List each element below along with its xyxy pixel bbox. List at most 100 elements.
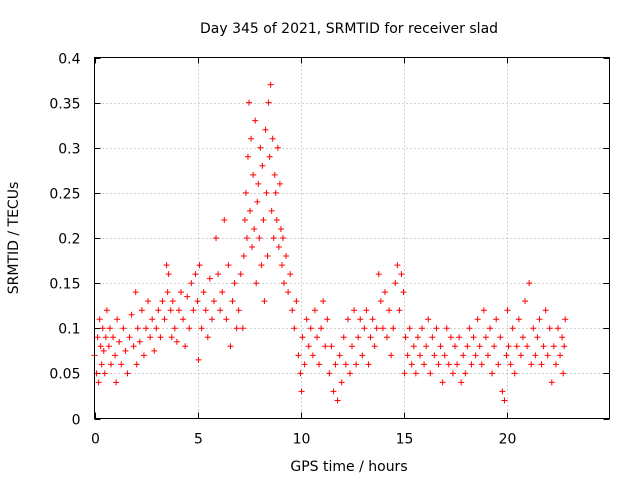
data-point bbox=[124, 370, 131, 377]
data-point bbox=[489, 370, 496, 377]
data-point bbox=[277, 225, 284, 232]
data-point bbox=[99, 325, 106, 332]
data-point bbox=[439, 379, 446, 386]
data-point bbox=[274, 144, 281, 151]
data-point bbox=[270, 235, 277, 241]
data-point bbox=[316, 361, 323, 368]
data-point bbox=[98, 361, 105, 368]
data-point bbox=[128, 311, 135, 318]
data-point bbox=[165, 271, 172, 278]
data-point bbox=[412, 370, 419, 377]
data-point bbox=[275, 244, 282, 251]
data-point bbox=[195, 356, 202, 363]
data-point bbox=[349, 343, 355, 350]
data-point bbox=[398, 271, 405, 278]
data-point bbox=[265, 99, 272, 106]
data-point bbox=[501, 397, 508, 404]
data-point bbox=[249, 244, 256, 251]
data-point bbox=[295, 352, 302, 359]
data-point bbox=[102, 334, 109, 341]
data-point bbox=[357, 316, 364, 323]
data-point bbox=[342, 361, 349, 368]
data-point bbox=[472, 352, 479, 359]
data-point bbox=[122, 347, 129, 354]
data-point bbox=[505, 343, 512, 350]
data-point bbox=[235, 307, 242, 314]
data-point bbox=[196, 262, 203, 269]
data-point bbox=[167, 307, 174, 314]
data-point bbox=[388, 352, 395, 359]
data-point bbox=[328, 343, 335, 350]
data-point bbox=[138, 307, 145, 314]
data-point bbox=[178, 289, 185, 296]
data-point bbox=[460, 352, 467, 359]
data-point bbox=[404, 352, 411, 359]
data-point bbox=[269, 135, 276, 142]
data-point bbox=[307, 325, 314, 332]
data-point bbox=[229, 298, 236, 305]
data-point bbox=[562, 316, 569, 323]
data-point bbox=[365, 361, 372, 368]
data-point bbox=[188, 280, 195, 287]
data-point bbox=[303, 316, 310, 323]
data-point bbox=[168, 334, 175, 341]
data-point bbox=[309, 352, 316, 359]
data-point bbox=[114, 316, 121, 323]
data-point bbox=[161, 316, 168, 323]
data-point bbox=[225, 262, 232, 269]
data-point bbox=[103, 307, 110, 314]
data-point bbox=[313, 334, 320, 341]
data-point bbox=[534, 334, 541, 341]
data-point bbox=[491, 343, 498, 350]
data-point bbox=[379, 325, 386, 332]
data-point bbox=[497, 334, 504, 341]
data-point bbox=[256, 235, 263, 241]
data-point bbox=[542, 307, 549, 314]
data-point bbox=[281, 280, 288, 287]
data-point bbox=[95, 379, 102, 386]
data-point bbox=[258, 262, 265, 269]
data-point bbox=[96, 316, 103, 323]
data-point bbox=[157, 334, 164, 341]
data-point bbox=[145, 298, 152, 305]
data-point bbox=[447, 334, 454, 341]
data-point bbox=[204, 334, 211, 341]
data-point bbox=[241, 216, 248, 223]
y-tick-label: 0.25 bbox=[49, 187, 80, 203]
data-point bbox=[392, 280, 399, 287]
data-point bbox=[164, 289, 171, 296]
data-point bbox=[318, 325, 325, 332]
data-point bbox=[266, 153, 273, 160]
y-tick-label: 0.4 bbox=[58, 52, 80, 68]
data-point bbox=[219, 289, 226, 296]
data-point bbox=[169, 298, 176, 305]
data-point bbox=[377, 298, 384, 305]
data-point bbox=[402, 334, 409, 341]
data-point bbox=[252, 117, 259, 124]
data-point bbox=[100, 347, 107, 354]
y-tick-label: 0 bbox=[72, 413, 81, 429]
data-point bbox=[433, 325, 440, 332]
data-point bbox=[175, 307, 182, 314]
axis-ticks: 0 0.05 0.1 0.15 0.2 0.25 0.3 0.35 0.4 0 5 10 15 20 bbox=[49, 52, 610, 448]
data-point bbox=[340, 334, 347, 341]
data-point bbox=[247, 207, 254, 214]
y-axis-label: SRMTID / TECUs bbox=[6, 182, 22, 295]
data-point bbox=[118, 361, 125, 368]
data-point bbox=[151, 347, 158, 354]
data-point bbox=[499, 388, 506, 395]
data-point bbox=[206, 275, 213, 282]
data-point bbox=[192, 271, 199, 278]
data-point bbox=[134, 325, 141, 332]
data-point bbox=[559, 334, 566, 341]
data-point bbox=[254, 198, 261, 205]
data-point bbox=[194, 298, 201, 305]
data-point bbox=[287, 271, 294, 278]
data-point bbox=[482, 334, 489, 341]
data-point bbox=[248, 135, 255, 142]
data-point bbox=[261, 298, 268, 305]
data-point bbox=[332, 361, 339, 368]
data-point bbox=[517, 352, 524, 359]
data-point bbox=[470, 334, 477, 341]
data-point bbox=[353, 361, 360, 368]
